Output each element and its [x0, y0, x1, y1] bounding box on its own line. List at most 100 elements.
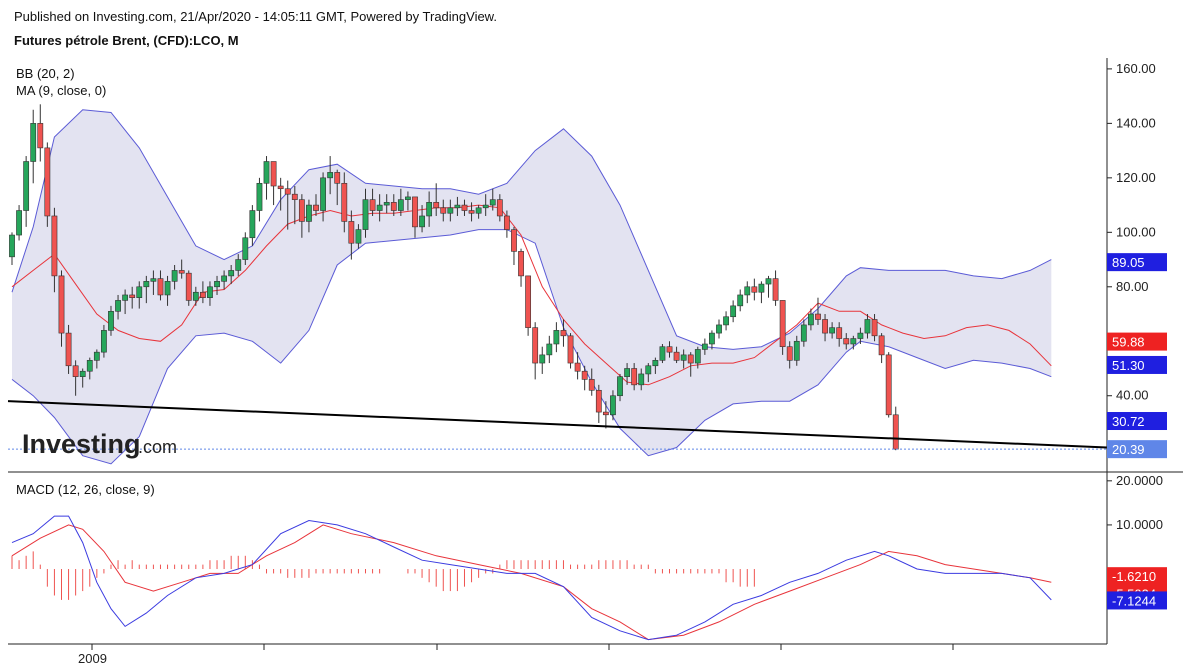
moving-average-line: [11, 204, 1052, 386]
candle: [150, 270, 157, 295]
candle: [560, 319, 567, 347]
price-badge: 59.88: [1107, 332, 1167, 351]
candle-body: [496, 199, 503, 217]
candle-body: [369, 199, 376, 211]
candle-body: [525, 275, 532, 328]
candle-body: [192, 291, 199, 301]
candle: [815, 297, 821, 325]
candle-body: [228, 270, 235, 277]
candle: [320, 172, 326, 222]
candle-body: [666, 346, 673, 353]
candle-body: [765, 278, 772, 285]
price-badge-box: [1107, 412, 1167, 431]
candle-body: [256, 182, 263, 211]
candle: [58, 270, 65, 347]
candle: [242, 232, 249, 265]
candle: [65, 324, 72, 374]
candle-body: [447, 207, 454, 214]
candle: [178, 259, 185, 279]
candle: [143, 275, 150, 304]
candle-body: [270, 161, 277, 187]
candle-body: [129, 294, 136, 298]
bollinger-upper-line: [11, 109, 1052, 350]
candle: [256, 177, 263, 222]
candle: [871, 314, 878, 342]
candle-body: [171, 270, 178, 282]
candle-body: [221, 275, 227, 282]
candle-body: [327, 172, 334, 179]
candle-body: [645, 365, 652, 375]
candle-body: [214, 281, 220, 288]
candles-group: [9, 104, 899, 451]
macd-pane: MACD (12, 26, close, 9): [11, 482, 1052, 641]
candle: [298, 194, 305, 238]
macd-histogram: [11, 551, 755, 600]
macd-badge-box: [1107, 591, 1167, 610]
candle-body: [468, 210, 475, 214]
candle-body: [37, 123, 44, 149]
candle-body: [539, 354, 546, 364]
candle: [433, 183, 440, 216]
candle-body: [136, 286, 143, 298]
candle: [829, 322, 836, 339]
candle-body: [291, 193, 298, 200]
price-badge-box: [1107, 332, 1167, 351]
candle: [553, 322, 560, 353]
candle: [72, 360, 79, 396]
trend-line: [7, 400, 1108, 449]
candle-body: [86, 360, 93, 372]
candle-body: [638, 373, 645, 386]
candle: [355, 224, 362, 249]
candle: [666, 341, 673, 358]
candle: [157, 270, 164, 301]
candle-body: [617, 376, 623, 397]
candle: [419, 205, 425, 233]
candle-body: [786, 346, 793, 361]
candle: [461, 199, 468, 216]
candle: [645, 363, 652, 383]
candle-body: [652, 360, 659, 367]
candle: [737, 289, 744, 312]
candle-body: [567, 335, 574, 364]
candle: [709, 330, 715, 350]
candle: [850, 335, 857, 350]
candle: [716, 319, 722, 339]
candle: [362, 188, 369, 238]
candle: [836, 322, 843, 347]
candle: [440, 199, 447, 222]
candle-body: [412, 196, 418, 228]
candle: [723, 311, 729, 331]
macd-badge-box: [1107, 567, 1167, 586]
candle: [270, 161, 277, 206]
candle: [786, 341, 793, 369]
candle: [115, 294, 121, 320]
candle: [701, 338, 708, 355]
candle-body: [709, 332, 715, 345]
candle-body: [440, 207, 447, 214]
candle: [617, 373, 623, 402]
candle-body: [659, 346, 666, 361]
candle-body: [362, 199, 369, 230]
candle: [171, 265, 178, 290]
candle-body: [263, 161, 270, 184]
candle-body: [772, 278, 779, 301]
candle: [412, 196, 418, 238]
candle: [192, 286, 199, 306]
candle-body: [595, 389, 602, 413]
candle: [482, 194, 489, 216]
candle: [129, 286, 136, 309]
candle-body: [426, 202, 433, 217]
candle-body: [588, 379, 595, 391]
ma-indicator-label: MA (9, close, 0): [16, 83, 106, 98]
candle: [744, 281, 751, 304]
macd-axis-label: 20.0000: [1116, 473, 1163, 488]
candle: [136, 281, 143, 309]
candle: [567, 333, 574, 369]
candle: [214, 275, 220, 295]
candle-body: [610, 395, 616, 416]
candle-body: [694, 349, 701, 364]
candle-body: [836, 327, 843, 339]
candle-body: [878, 335, 885, 356]
candle: [751, 278, 758, 301]
